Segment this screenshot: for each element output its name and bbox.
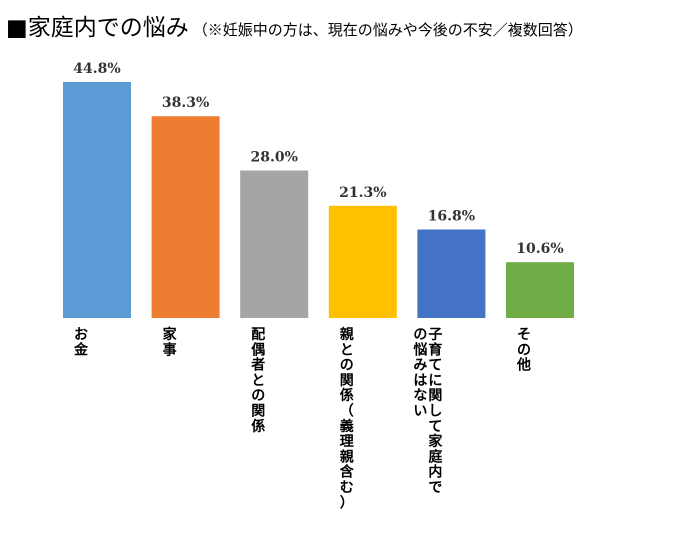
bar-value-label-0: 44.8%	[73, 61, 120, 77]
bar-1	[151, 116, 220, 318]
bar-value-label-1: 38.3%	[162, 95, 209, 111]
bar-value-label-4: 16.8%	[428, 209, 475, 225]
category-label-3: 親との関係（義理親含む）	[340, 326, 355, 511]
chart-title-main: ■家庭内での悩み	[6, 15, 189, 41]
category-label-0: お金	[73, 327, 89, 358]
bar-2	[240, 170, 309, 318]
bar-3	[328, 205, 397, 318]
category-label-4-line-0: 子育てに関して家庭内で	[428, 327, 443, 496]
bar-value-label-5: 10.6%	[516, 241, 563, 257]
bar-0	[63, 82, 131, 318]
category-label-4-line-1: の悩みはない	[413, 327, 427, 420]
category-label-5: その他	[516, 327, 531, 374]
category-label-2: 配偶者との関係	[251, 327, 265, 435]
bar-5	[506, 262, 574, 318]
bar-value-label-3: 21.3%	[339, 185, 386, 201]
bar-4	[417, 229, 486, 318]
bar-value-label-2: 28.0%	[250, 150, 297, 166]
chart-subtitle: （※妊娠中の方は、現在の悩みや今後の不安／複数回答）	[192, 21, 583, 39]
chart-title: ■家庭内での悩み （※妊娠中の方は、現在の悩みや今後の不安／複数回答）	[6, 8, 583, 42]
category-label-1: 家事	[163, 326, 178, 358]
